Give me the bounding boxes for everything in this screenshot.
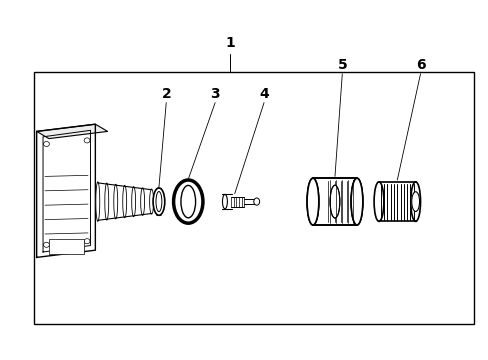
Ellipse shape	[373, 182, 383, 221]
Text: 3: 3	[210, 87, 220, 100]
Bar	[34, 72, 473, 324]
Ellipse shape	[350, 178, 362, 225]
Ellipse shape	[122, 185, 126, 218]
Ellipse shape	[306, 178, 318, 225]
Polygon shape	[312, 178, 356, 225]
Ellipse shape	[253, 198, 259, 205]
Ellipse shape	[114, 184, 118, 219]
Ellipse shape	[141, 188, 144, 215]
Ellipse shape	[410, 182, 420, 221]
Polygon shape	[37, 124, 95, 257]
Ellipse shape	[411, 192, 419, 211]
Text: 4: 4	[259, 87, 268, 100]
Ellipse shape	[131, 186, 135, 217]
Ellipse shape	[222, 194, 227, 209]
Polygon shape	[37, 124, 107, 139]
Polygon shape	[98, 183, 151, 220]
Ellipse shape	[96, 182, 100, 221]
Ellipse shape	[306, 178, 318, 225]
Ellipse shape	[149, 189, 153, 214]
Bar	[49, 239, 84, 254]
Text: 6: 6	[415, 58, 425, 72]
Ellipse shape	[156, 192, 162, 212]
Text: 2: 2	[161, 87, 171, 100]
Ellipse shape	[350, 178, 362, 225]
Ellipse shape	[181, 185, 195, 218]
Ellipse shape	[329, 185, 339, 218]
Polygon shape	[378, 182, 415, 221]
Text: 5: 5	[337, 58, 346, 72]
Ellipse shape	[104, 183, 108, 220]
Text: 1: 1	[224, 36, 234, 50]
Ellipse shape	[173, 180, 203, 223]
Ellipse shape	[153, 188, 164, 215]
